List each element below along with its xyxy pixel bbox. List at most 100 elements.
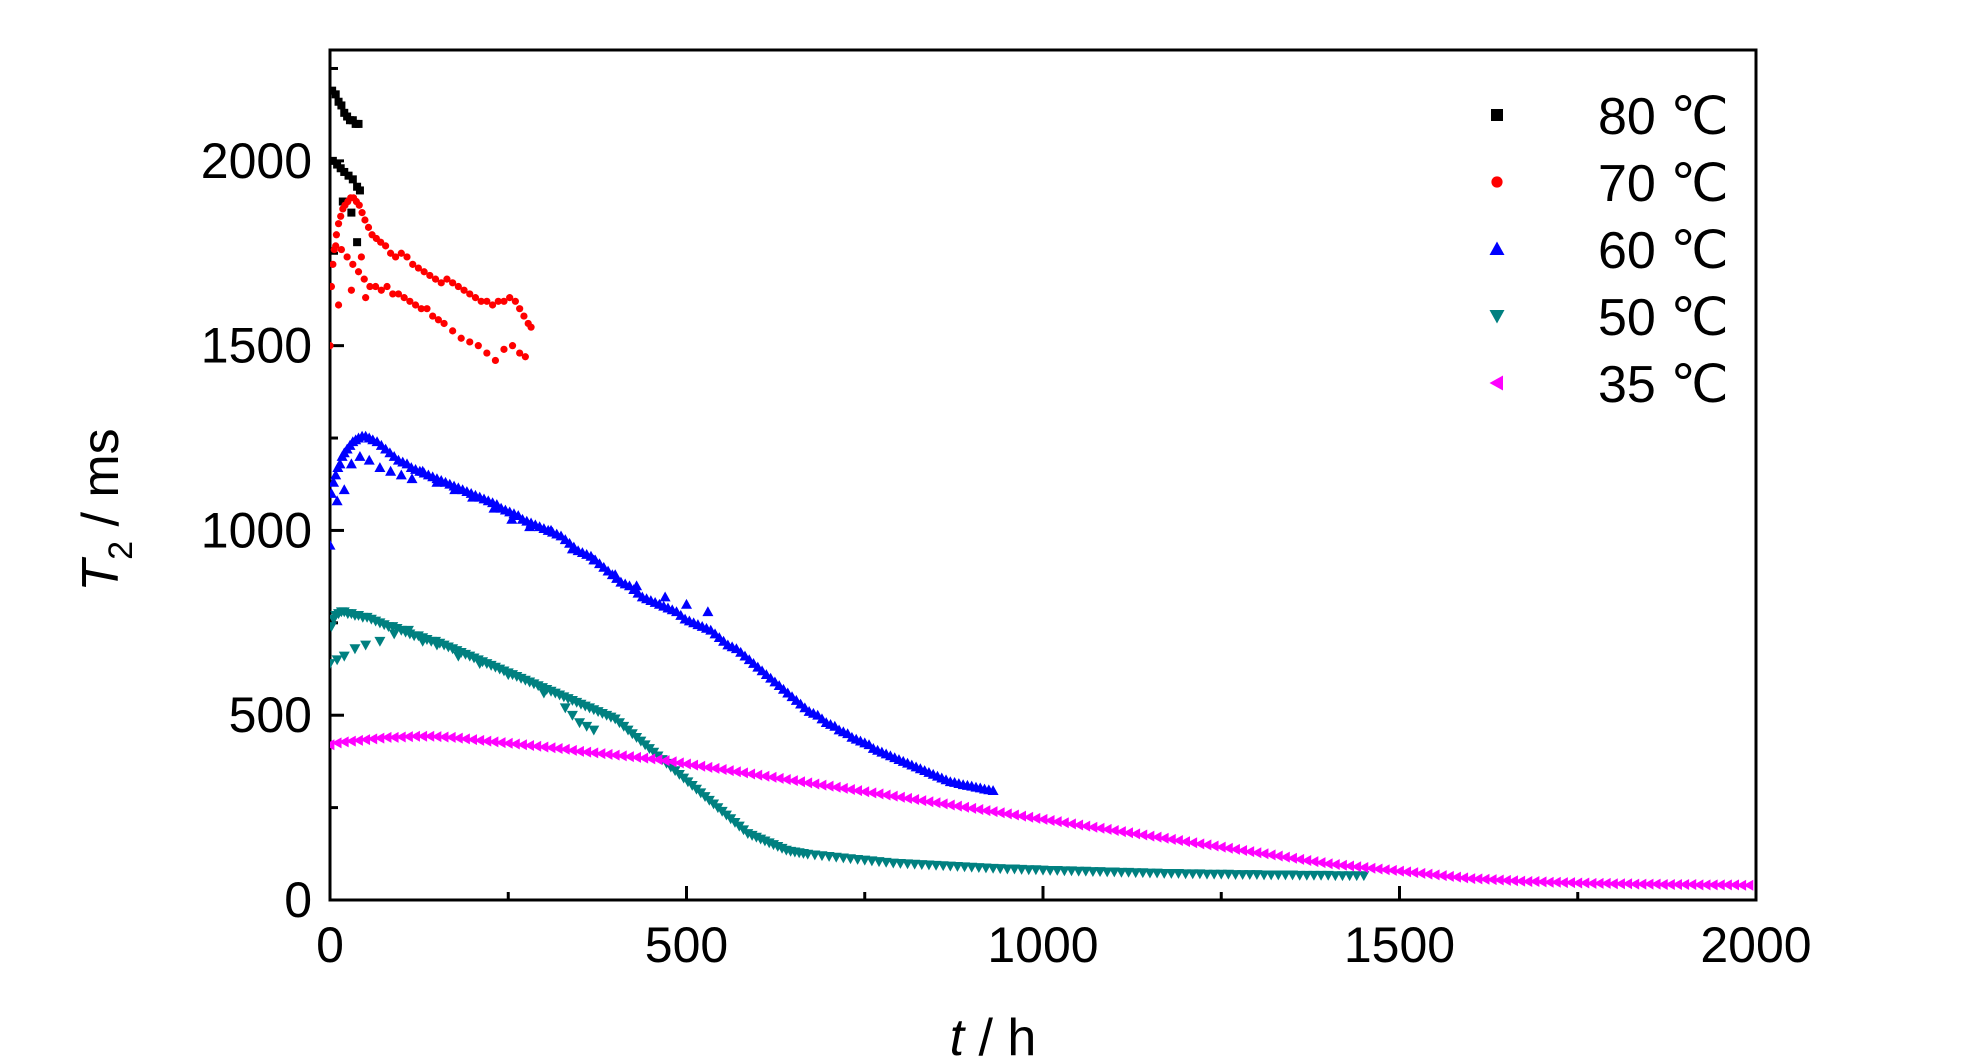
data-point — [1037, 865, 1049, 876]
data-point — [595, 748, 606, 760]
data-point — [631, 751, 641, 763]
data-point — [1123, 867, 1135, 878]
data-point — [1265, 870, 1277, 881]
data-point — [1721, 879, 1732, 891]
data-point — [1208, 840, 1219, 852]
data-point — [397, 249, 405, 257]
data-point — [1087, 821, 1098, 833]
data-point — [1130, 868, 1142, 879]
data-point — [987, 785, 999, 796]
data-point — [337, 212, 345, 220]
legend-marker — [1489, 241, 1505, 255]
data-point — [1151, 831, 1162, 843]
data-point — [511, 297, 519, 305]
data-point — [1230, 843, 1240, 855]
data-point — [431, 275, 440, 283]
data-point — [944, 861, 956, 872]
data-point — [1194, 869, 1206, 880]
data-point — [916, 795, 927, 807]
data-point — [944, 799, 955, 811]
data-point — [508, 342, 517, 350]
data-point — [363, 454, 375, 465]
data-point — [1415, 867, 1426, 879]
data-point — [332, 231, 341, 239]
data-point — [1115, 867, 1127, 878]
data-point — [1315, 857, 1326, 869]
data-point — [1244, 846, 1255, 858]
data-point — [852, 785, 863, 797]
data-point — [338, 197, 347, 206]
x-tick-label: 2000 — [1700, 917, 1811, 973]
data-point — [1165, 833, 1176, 845]
data-point — [1622, 878, 1633, 890]
data-point — [1308, 856, 1319, 868]
data-point — [414, 264, 423, 272]
data-point — [481, 735, 492, 747]
data-point — [445, 731, 456, 743]
data-point — [1743, 879, 1754, 891]
data-point — [354, 451, 366, 461]
data-point — [474, 734, 485, 746]
data-point — [1529, 876, 1540, 888]
data-point — [355, 201, 363, 209]
data-point — [951, 800, 962, 812]
data-point — [1593, 877, 1604, 889]
data-point — [566, 543, 578, 554]
data-point — [1386, 864, 1397, 876]
data-point — [1137, 829, 1148, 841]
data-point — [395, 731, 406, 743]
data-point — [652, 754, 663, 766]
data-point — [1607, 878, 1618, 890]
data-point — [1329, 871, 1341, 882]
data-point — [702, 606, 714, 617]
data-point — [581, 721, 593, 732]
data-point — [440, 319, 448, 328]
data-point — [353, 238, 362, 247]
data-point — [424, 730, 435, 742]
data-point — [466, 338, 474, 346]
data-point — [372, 282, 380, 291]
data-point — [1044, 815, 1055, 827]
data-point — [337, 245, 346, 254]
data-point — [1172, 868, 1184, 879]
data-point — [1158, 868, 1170, 879]
data-point — [545, 742, 556, 754]
data-point — [355, 186, 364, 195]
data-point — [1429, 869, 1440, 881]
legend-marker — [1491, 109, 1503, 121]
data-point — [873, 788, 884, 800]
x-axis: 0 500 1000 1500 2000 — [316, 886, 1812, 973]
x-axis-title: t / h — [950, 1009, 1037, 1062]
y-tick-label: 2000 — [201, 133, 312, 189]
legend-marker — [1489, 375, 1503, 391]
data-point — [494, 297, 502, 305]
data-point — [345, 458, 357, 469]
data-point — [1629, 878, 1640, 890]
data-point — [902, 859, 914, 870]
data-point — [1465, 873, 1476, 885]
data-point — [1201, 869, 1213, 880]
data-point — [474, 342, 482, 350]
data-point — [387, 249, 395, 257]
y-axis-subscript: 2 — [102, 541, 140, 560]
data-point — [681, 758, 691, 770]
data-point — [330, 487, 337, 498]
data-point — [354, 268, 363, 276]
data-point — [338, 736, 349, 748]
data-point — [730, 766, 741, 778]
series-3 — [330, 607, 1370, 882]
data-point — [1244, 870, 1256, 880]
data-point — [1365, 862, 1376, 874]
data-point — [449, 327, 457, 335]
data-point — [331, 737, 342, 749]
data-point — [520, 312, 528, 320]
x-axis-var: t — [950, 1009, 967, 1062]
data-point — [1729, 879, 1740, 891]
data-point — [1279, 851, 1290, 863]
data-point — [410, 730, 420, 742]
data-point — [709, 762, 720, 774]
data-point — [866, 787, 877, 799]
data-point — [1522, 876, 1533, 888]
data-point — [909, 793, 920, 805]
data-point — [1500, 874, 1511, 886]
